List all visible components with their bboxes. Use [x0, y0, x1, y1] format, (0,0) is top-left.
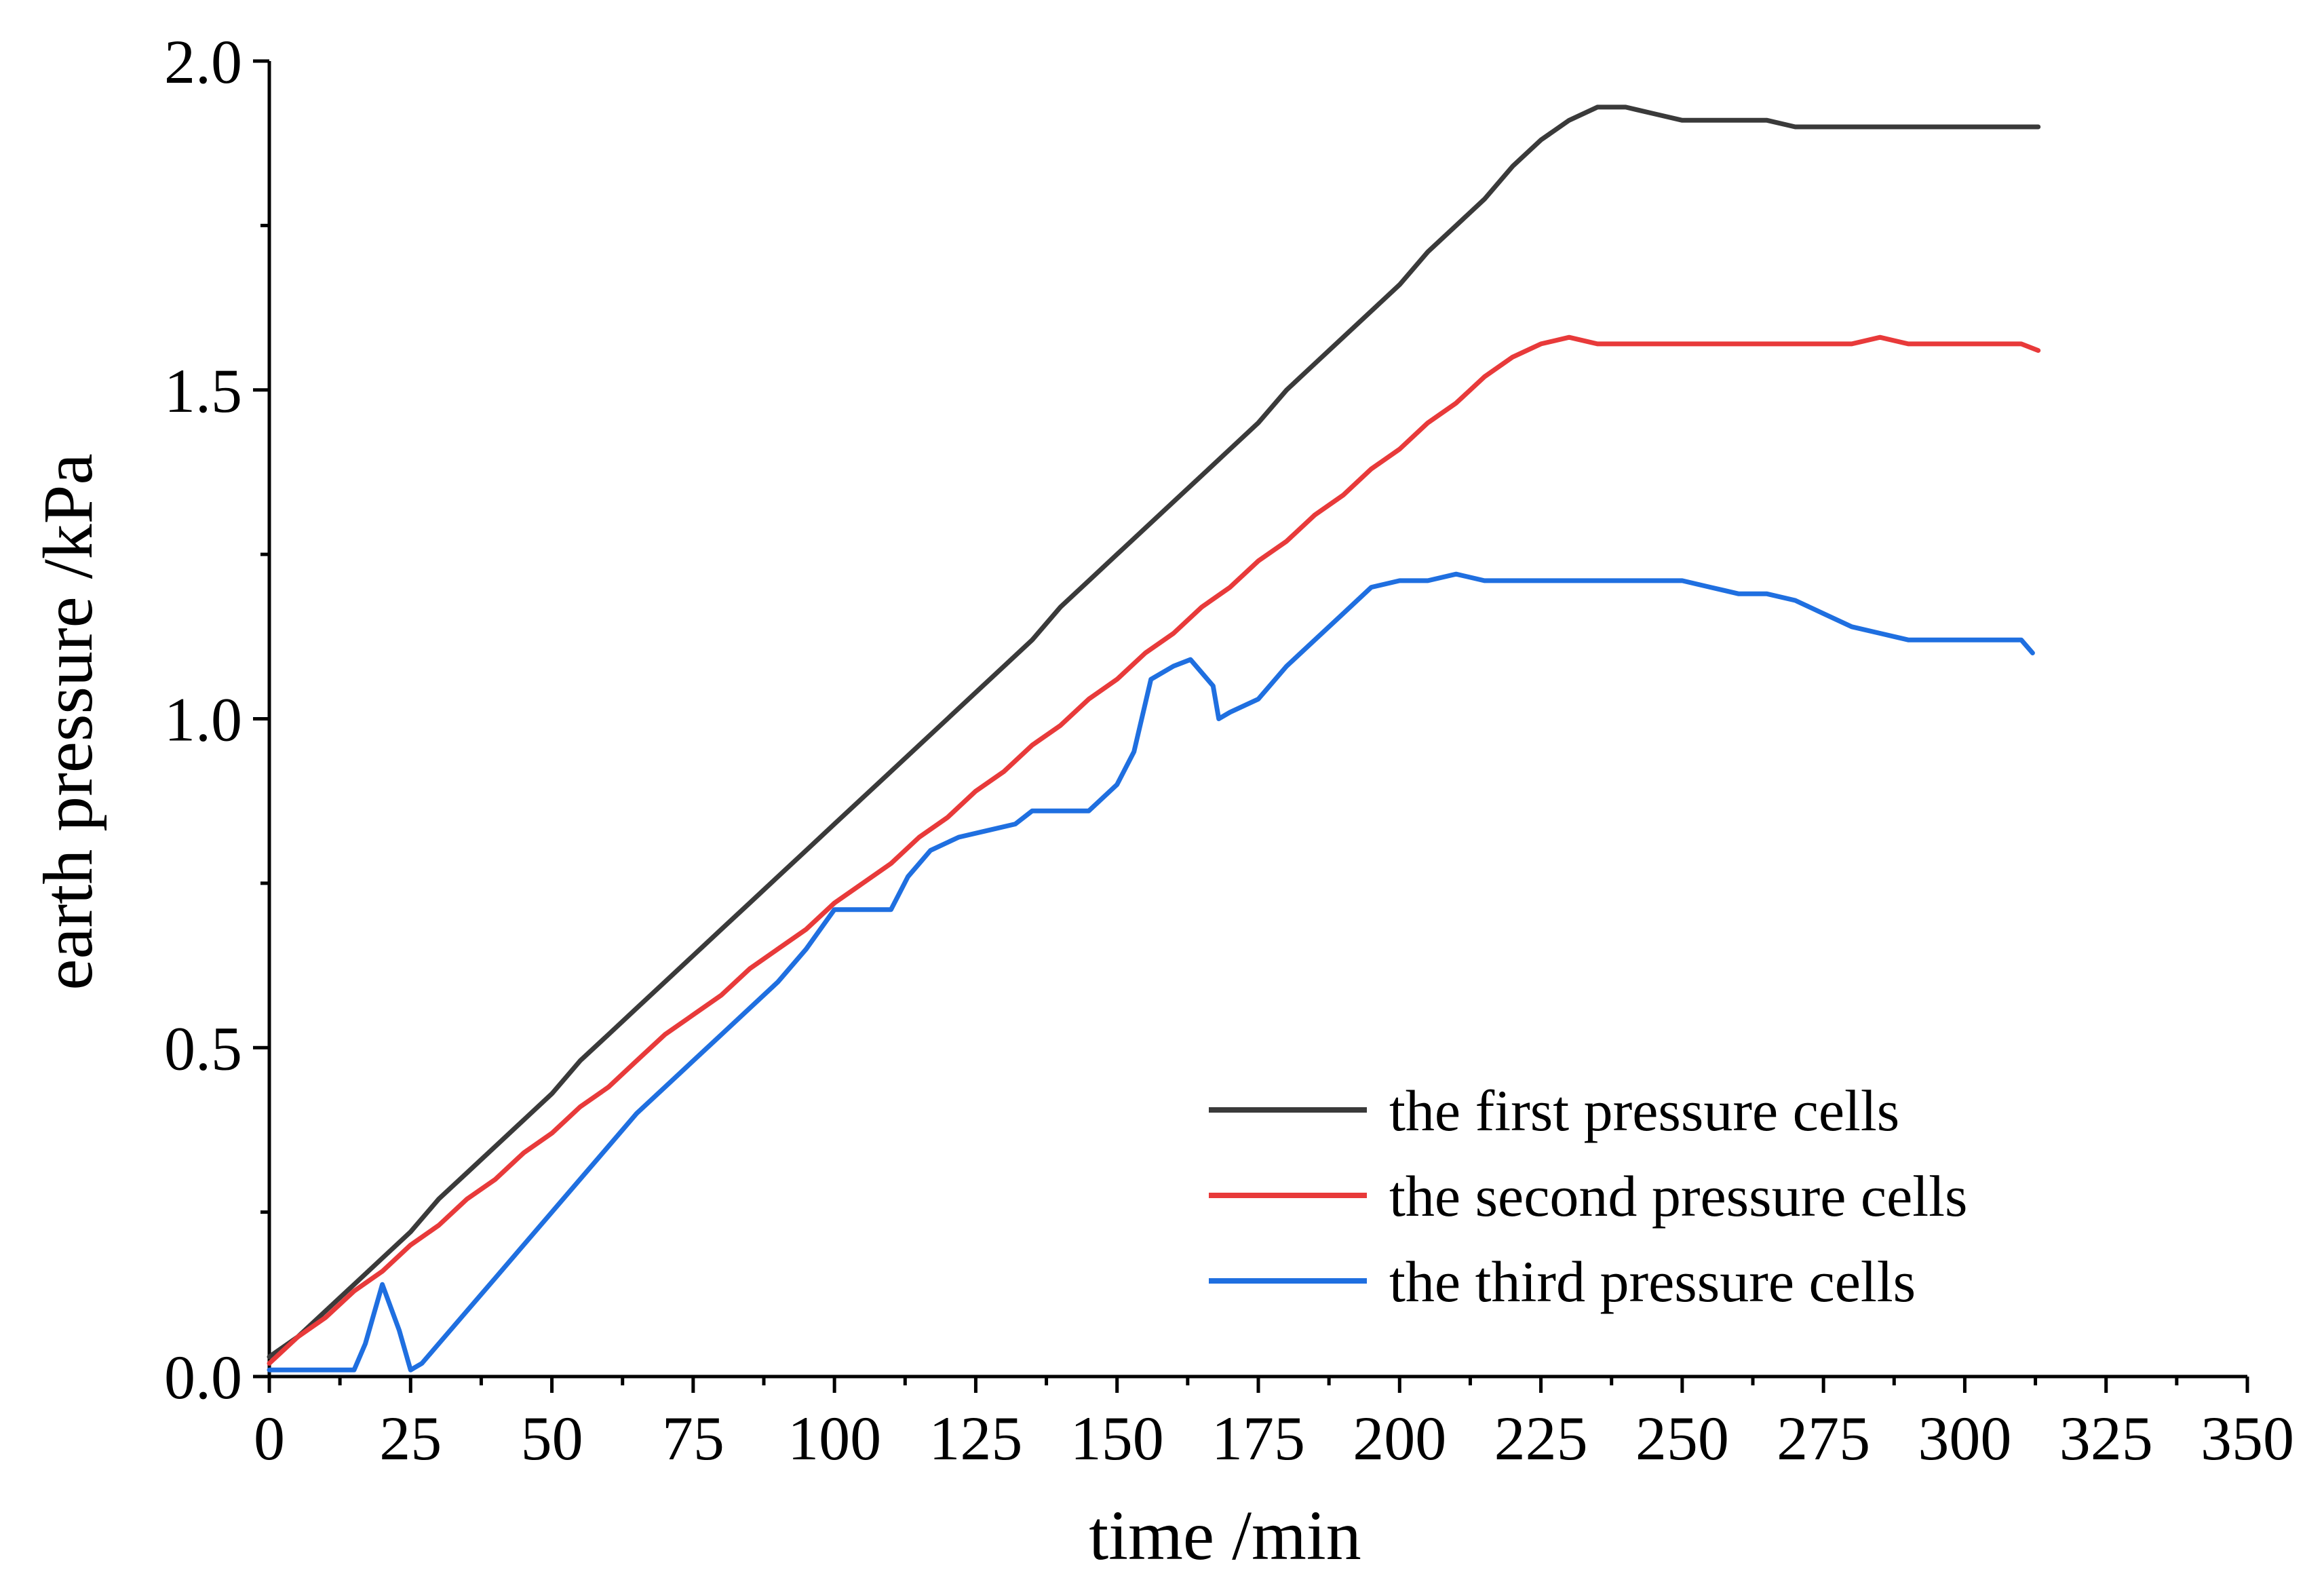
- series-group: [267, 104, 2041, 1372]
- x-tick-label: 175: [1212, 1404, 1305, 1473]
- series-line-3: [267, 571, 2035, 1372]
- legend: the first pressure cells the second press…: [1209, 1078, 1968, 1314]
- x-tick-label: 100: [788, 1404, 881, 1473]
- x-tick-label: 0: [254, 1404, 285, 1473]
- y-tick-label: 2.0: [164, 27, 242, 96]
- x-tick-label: 200: [1353, 1404, 1446, 1473]
- x-tick-label: 300: [1918, 1404, 2011, 1473]
- x-tick-label: 125: [929, 1404, 1022, 1473]
- x-tick-label: 25: [379, 1404, 442, 1473]
- y-tick-label: 0.0: [164, 1343, 242, 1412]
- x-tick-label: 75: [662, 1404, 724, 1473]
- x-tick-label: 325: [2059, 1404, 2153, 1473]
- x-tick-label: 225: [1494, 1404, 1588, 1473]
- axes: 0 25 50 75 100 125 150 175 200 225 250 275 300 325 350…: [164, 27, 2294, 1473]
- x-tick-label: 150: [1070, 1404, 1164, 1473]
- series-line-2: [267, 334, 2041, 1366]
- y-tick-label: 0.5: [164, 1014, 242, 1083]
- x-tick-label: 250: [1635, 1404, 1729, 1473]
- legend-label-2: the second pressure cells: [1389, 1164, 1968, 1229]
- y-tick-label: 1.5: [164, 356, 242, 425]
- legend-label-1: the first pressure cells: [1389, 1078, 1899, 1143]
- x-tick-label: 350: [2201, 1404, 2294, 1473]
- y-axis-title: earth pressure /kPa: [29, 453, 107, 990]
- series-line-1: [267, 104, 2041, 1360]
- y-tick-label: 1.0: [164, 685, 242, 754]
- x-tick-label: 50: [521, 1404, 583, 1473]
- x-axis-title: time /min: [1089, 1497, 1361, 1575]
- x-tick-label: 275: [1777, 1404, 1870, 1473]
- legend-label-3: the third pressure cells: [1389, 1249, 1916, 1314]
